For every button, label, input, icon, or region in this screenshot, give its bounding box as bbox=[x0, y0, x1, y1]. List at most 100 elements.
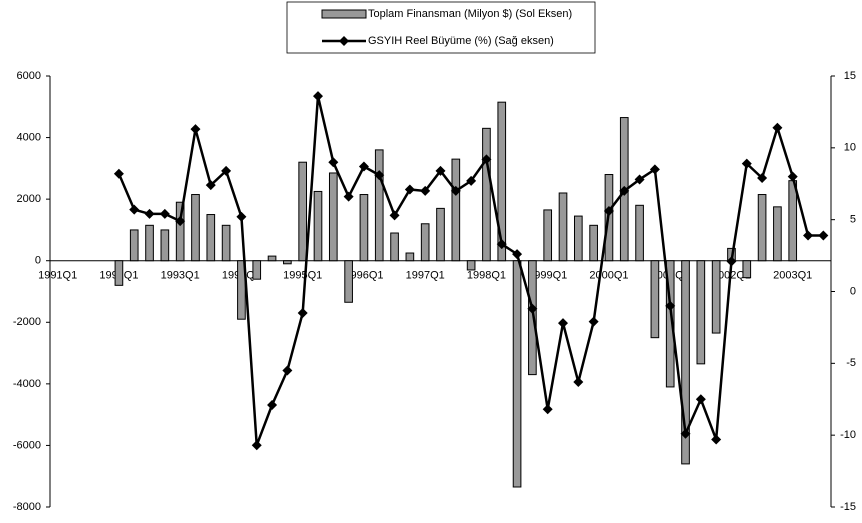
y2-tick-label: -10 bbox=[840, 429, 856, 441]
marker bbox=[175, 216, 186, 227]
marker bbox=[588, 316, 599, 327]
marker bbox=[358, 161, 369, 172]
legend-swatch bbox=[321, 9, 367, 19]
marker bbox=[236, 211, 247, 222]
marker bbox=[818, 230, 829, 241]
x-tick-label: 1999Q1 bbox=[528, 270, 567, 282]
bar bbox=[528, 260, 537, 376]
marker bbox=[435, 165, 446, 176]
bar bbox=[788, 180, 798, 262]
bar bbox=[711, 260, 721, 334]
marker bbox=[496, 239, 507, 250]
y2-tick-label: 0 bbox=[850, 285, 856, 297]
marker bbox=[481, 154, 492, 165]
bar bbox=[558, 192, 568, 262]
legend-marker bbox=[339, 36, 349, 46]
x-tick-label: 1996Q1 bbox=[344, 270, 383, 282]
bar bbox=[328, 172, 338, 262]
bar bbox=[344, 260, 353, 303]
x-tick-label: 1995Q1 bbox=[283, 270, 322, 282]
legend-label: Toplam Finansman (Milyon $) (Sol Eksen) bbox=[368, 8, 572, 20]
bar bbox=[267, 255, 277, 262]
bar bbox=[436, 207, 445, 262]
marker bbox=[297, 308, 308, 319]
y-tick-label: -2000 bbox=[13, 316, 41, 328]
bar bbox=[543, 209, 553, 262]
bar bbox=[114, 260, 124, 286]
bar bbox=[451, 158, 461, 262]
bar bbox=[206, 214, 216, 262]
bar bbox=[650, 260, 660, 339]
bar bbox=[681, 260, 690, 465]
bar bbox=[252, 260, 262, 280]
bar bbox=[482, 127, 491, 262]
marker bbox=[190, 124, 201, 135]
x-tick-label: 1993Q1 bbox=[161, 270, 200, 282]
bar bbox=[420, 223, 430, 262]
marker bbox=[695, 394, 706, 405]
bar bbox=[313, 190, 323, 262]
bar bbox=[221, 224, 231, 262]
marker bbox=[466, 175, 477, 186]
y2-tick-label: -5 bbox=[846, 357, 856, 369]
bar bbox=[696, 260, 706, 365]
bar bbox=[374, 149, 384, 262]
marker bbox=[374, 170, 385, 181]
y-tick-label: 0 bbox=[35, 255, 41, 267]
marker bbox=[665, 300, 676, 311]
marker bbox=[159, 208, 170, 219]
marker bbox=[803, 230, 814, 241]
y-tick-label: -6000 bbox=[13, 439, 41, 451]
bar bbox=[191, 194, 200, 262]
marker bbox=[787, 171, 798, 182]
bar bbox=[635, 204, 644, 262]
marker bbox=[221, 165, 232, 176]
bar bbox=[283, 260, 292, 265]
marker bbox=[267, 399, 278, 410]
bar bbox=[742, 260, 752, 279]
legend-label: GSYIH Reel Büyüme (%) (Sağ eksen) bbox=[368, 35, 554, 47]
marker bbox=[619, 185, 630, 196]
marker bbox=[251, 440, 262, 451]
bar bbox=[512, 260, 522, 488]
bar bbox=[466, 260, 476, 271]
marker bbox=[649, 164, 660, 175]
marker bbox=[420, 185, 431, 196]
marker bbox=[527, 303, 538, 314]
bar bbox=[589, 224, 598, 262]
y-tick-label: 4000 bbox=[17, 131, 41, 143]
y2-tick-label: 10 bbox=[844, 142, 856, 154]
marker bbox=[757, 173, 768, 184]
marker bbox=[450, 185, 461, 196]
marker bbox=[634, 174, 645, 185]
bar bbox=[145, 224, 154, 262]
marker bbox=[711, 434, 722, 445]
marker bbox=[512, 249, 523, 260]
marker bbox=[542, 404, 553, 415]
bar bbox=[298, 161, 308, 262]
bar bbox=[175, 201, 185, 262]
marker bbox=[680, 428, 691, 439]
marker bbox=[573, 377, 584, 388]
marker bbox=[389, 210, 400, 221]
marker bbox=[312, 91, 323, 102]
marker bbox=[144, 208, 155, 219]
x-tick-label: 1991Q1 bbox=[38, 270, 77, 282]
y2-tick-label: -15 bbox=[840, 501, 856, 513]
bar bbox=[405, 252, 415, 262]
marker bbox=[772, 122, 783, 133]
marker bbox=[726, 256, 737, 267]
bar bbox=[573, 215, 583, 262]
marker bbox=[741, 158, 752, 169]
bar bbox=[773, 206, 782, 262]
y2-tick-label: 15 bbox=[844, 70, 856, 82]
marker bbox=[343, 191, 354, 202]
bar bbox=[129, 229, 139, 262]
y-tick-label: 6000 bbox=[17, 70, 41, 82]
x-tick-label: 1998Q1 bbox=[467, 270, 506, 282]
marker bbox=[129, 204, 140, 215]
marker bbox=[603, 206, 614, 217]
marker bbox=[113, 168, 124, 179]
marker bbox=[558, 318, 569, 329]
